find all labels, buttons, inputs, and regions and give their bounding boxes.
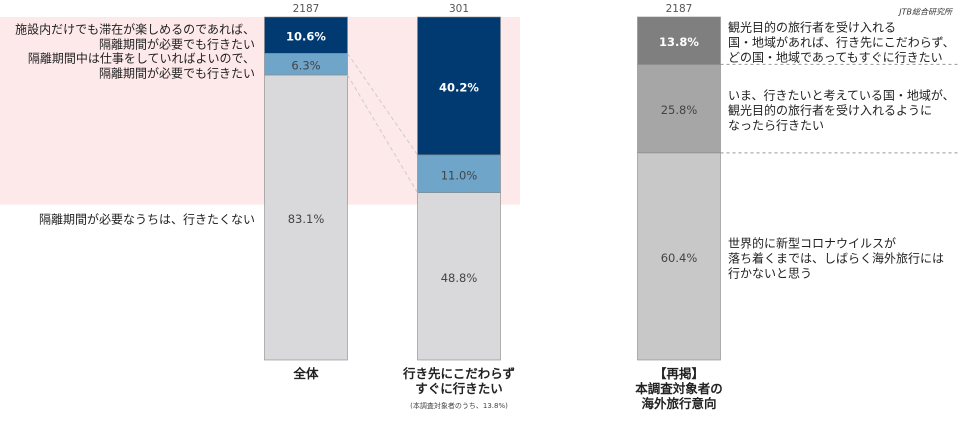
bar-segment [637,152,721,361]
value-label: 60.4% [661,251,698,265]
legend-label: 隔離期間が必要なうちは、行きたくない [39,211,255,226]
legend-label: いま、行きたいと考えている国・地域が、観光目的の旅行者を受け入れるようになったら… [728,87,955,132]
x-tick-label: 行き先にこだわらずすぐに行きたい [402,366,516,396]
total-label: 301 [449,3,469,15]
legend-label: 観光目的の旅行者を受け入れる国・地域があれば、行き先にこだわらず、どの国・地域で… [728,19,955,64]
bar-segment [417,154,501,193]
value-label: 10.6% [286,30,326,44]
bar-segment [637,64,721,154]
bar-segment [264,16,348,54]
x-tick-label: 全体 [292,366,319,381]
value-label: 11.0% [441,168,478,182]
value-label: 83.1% [288,212,325,226]
value-label: 48.8% [441,271,478,285]
source: JTB総合研究所 [897,8,954,17]
legend-label: 隔離期間中は仕事をしていればよいので、隔離期間が必要でも行きたい [28,50,255,80]
bar-segment [417,192,501,361]
legend-label: 施設内だけでも滞在が楽しめるのであれば、隔離期間が必要でも行きたい [15,21,255,51]
bar-segment [417,16,501,156]
connector [347,74,418,193]
total-label: 2187 [666,3,693,15]
value-label: 25.8% [661,103,698,117]
value-label: 6.3% [291,59,320,73]
value-label: 40.2% [439,80,479,94]
x-tick-label: 【再掲】本調査対象者の海外旅行意向 [635,366,723,411]
legend-label: 世界的に新型コロナウイルスが落ち着くまでは、しばらく海外旅行には行かないと思う [728,235,944,280]
value-label: 13.8% [659,35,699,49]
bar-segment [264,74,348,361]
total-label: 2187 [293,3,320,15]
bar-segment [637,16,721,65]
category-note: (本調査対象者のうち、13.8%) [410,401,508,410]
